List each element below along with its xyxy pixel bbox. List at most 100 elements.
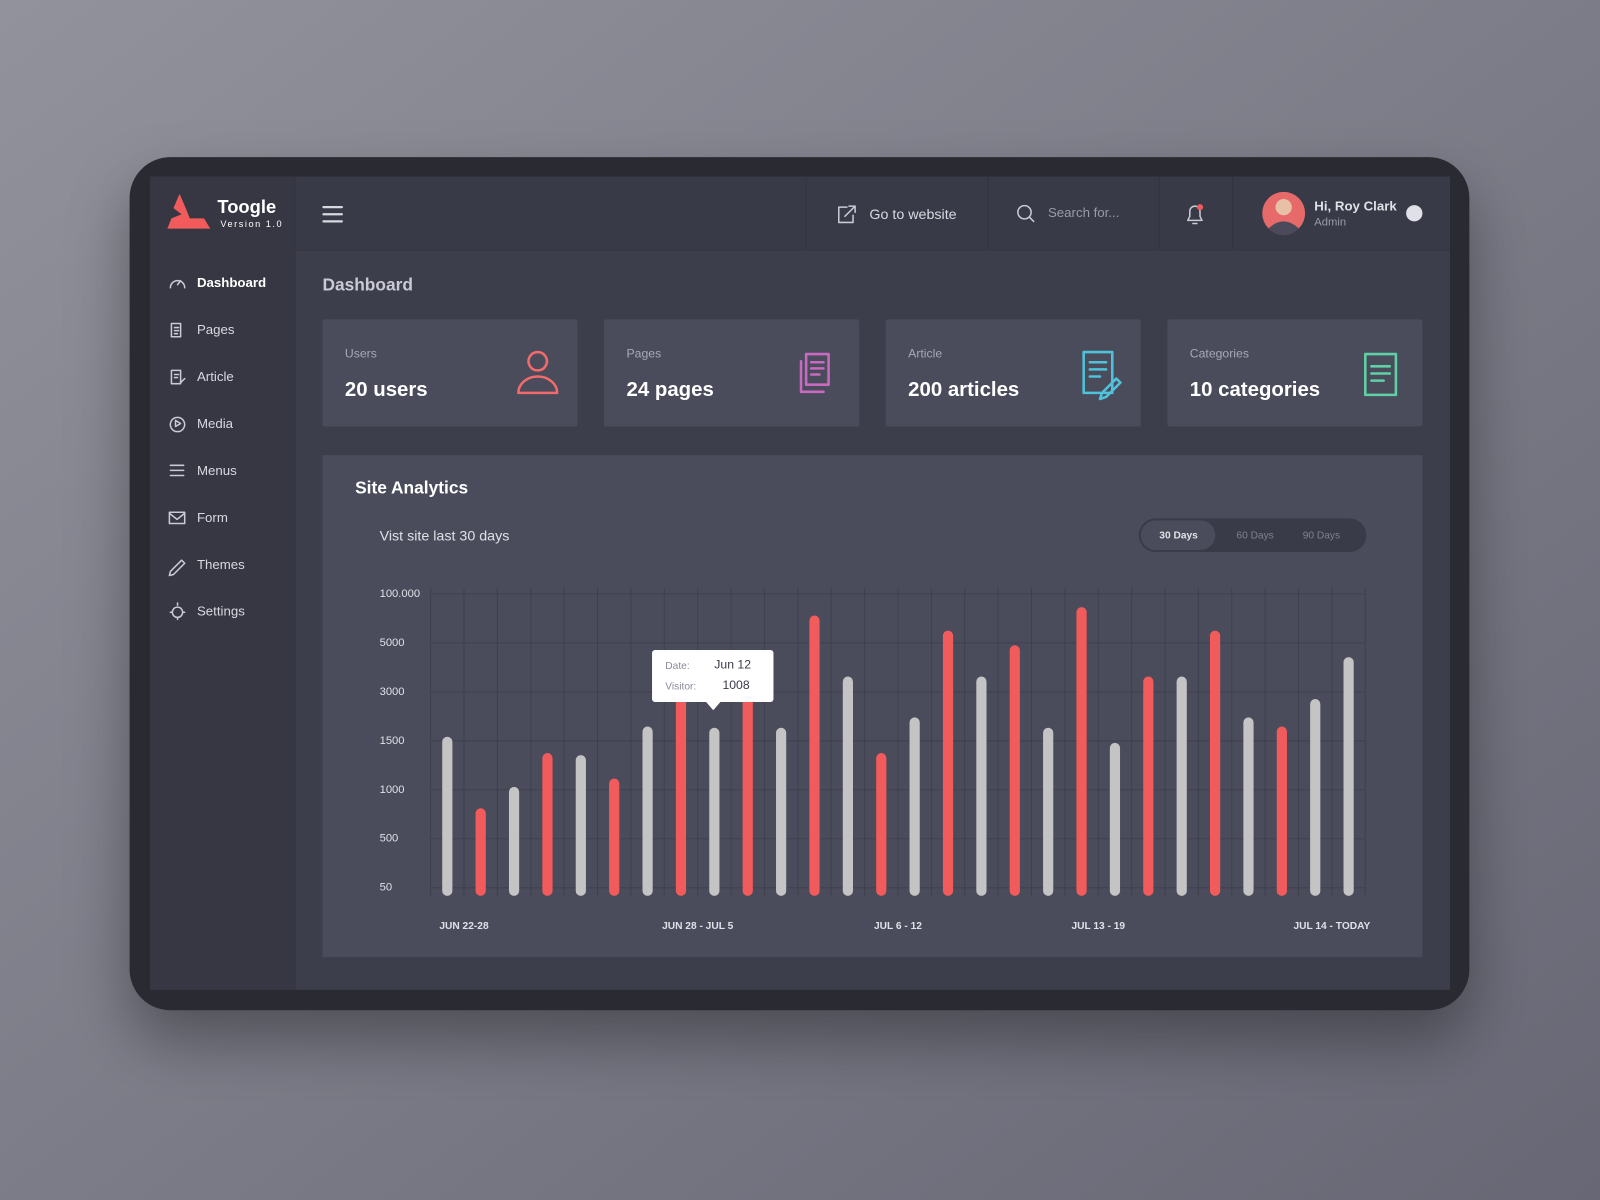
nav-icon (169, 279, 186, 289)
bar (776, 727, 787, 896)
bar (575, 755, 586, 896)
go-to-website[interactable]: Go to website (838, 205, 957, 224)
y-tick-label: 100.000 (380, 588, 421, 600)
bar (876, 753, 887, 896)
card-icon (1364, 352, 1398, 397)
nav-icon (169, 464, 185, 477)
bar (1276, 726, 1287, 896)
bar (442, 736, 453, 896)
bar (508, 786, 520, 896)
menu-toggle[interactable] (322, 206, 343, 223)
bar (1343, 657, 1354, 896)
nav-item[interactable]: Menus (169, 463, 237, 478)
card-value: 10 categories (1190, 379, 1320, 401)
tooltip-box (652, 649, 774, 703)
avatar-face (1275, 198, 1292, 216)
tooltip-date: Jun 12 (714, 658, 751, 672)
nav-item[interactable]: Themes (168, 557, 245, 577)
nav-label: Media (197, 416, 234, 431)
stat-card[interactable]: Users 20 users (322, 319, 578, 427)
card-icon (517, 350, 559, 395)
chart-title: Site Analytics (355, 477, 468, 497)
search-placeholder: Search for... (1048, 205, 1119, 220)
search[interactable]: Search for... (1017, 204, 1120, 223)
external-icon (838, 205, 856, 224)
nav-item[interactable]: Settings (169, 602, 245, 621)
notifications[interactable] (1186, 204, 1204, 225)
range-active (1140, 520, 1216, 550)
bar (942, 630, 954, 896)
bar (542, 753, 553, 896)
y-tick-label: 1000 (380, 784, 405, 796)
nav-item[interactable]: Dashboard (169, 275, 266, 290)
bell-icon (1186, 205, 1203, 225)
y-tick-label: 500 (380, 833, 399, 845)
brand-name: Toogle (217, 196, 276, 217)
bar (1243, 717, 1254, 896)
bar (976, 676, 987, 896)
search-icon-handle (1028, 216, 1035, 223)
tooltip-pointer (706, 702, 721, 711)
range-option[interactable]: 30 Days (1159, 530, 1198, 541)
nav-item[interactable]: Article (170, 369, 234, 385)
tooltip: Date: Jun 12 Visitor: 1008 (652, 649, 774, 711)
nav-label: Dashboard (197, 275, 266, 290)
logo[interactable]: Toogle Version 1.0 (167, 193, 283, 229)
user-menu[interactable]: Hi, Roy Clark Admin (1262, 191, 1423, 235)
card-label: Pages (627, 346, 662, 360)
bar (609, 778, 620, 896)
header (294, 176, 1450, 250)
user-name: Hi, Roy Clark (1314, 199, 1397, 214)
nav-icon (170, 322, 182, 338)
bar (1176, 676, 1187, 896)
nav-icon (169, 416, 186, 433)
tooltip-visitor-label: Visitor: (665, 681, 696, 692)
search-icon (1017, 204, 1032, 220)
range-option[interactable]: 90 Days (1303, 530, 1340, 541)
bar (1043, 727, 1054, 896)
x-tick-label: JUN 28 - JUL 5 (662, 921, 733, 932)
stat-card[interactable]: Pages 24 pages (604, 319, 860, 427)
range-label: 60 Days (1236, 530, 1273, 541)
nav-icon (168, 559, 186, 577)
card-value: 24 pages (627, 379, 714, 401)
card-bg (322, 319, 578, 427)
user-role: Admin (1314, 216, 1346, 228)
bar (1009, 645, 1020, 896)
nav-icon (169, 602, 186, 621)
card-label: Users (345, 346, 377, 360)
y-tick-label: 50 (380, 882, 392, 894)
x-tick-label: JUN 22-28 (439, 921, 489, 932)
nav-label: Article (197, 369, 234, 384)
bar (1076, 607, 1087, 896)
avatar-body (1268, 221, 1299, 235)
stat-card[interactable]: Categories 10 categories (1167, 319, 1423, 427)
nav-item[interactable]: Pages (170, 322, 235, 338)
range-option[interactable]: 60 Days (1236, 530, 1273, 541)
stat-card[interactable]: Article 200 articles (885, 319, 1141, 427)
nav-item[interactable]: Form (168, 510, 228, 525)
card-bg (885, 319, 1141, 427)
chart-subtitle: Vist site last 30 days (380, 529, 510, 545)
bar (642, 726, 653, 896)
card-value: 20 users (345, 379, 428, 401)
notification-dot (1196, 204, 1204, 211)
card-value: 200 articles (908, 379, 1019, 401)
bar (1209, 630, 1221, 896)
user-dropdown (1406, 205, 1423, 222)
bar (475, 808, 486, 896)
nav-item[interactable]: Media (169, 416, 234, 433)
nav-label: Themes (197, 557, 245, 572)
nav-icon (168, 511, 186, 525)
bar (709, 727, 720, 896)
bar (809, 615, 820, 896)
y-tick-label: 5000 (380, 637, 405, 649)
page-title: Dashboard (322, 274, 413, 294)
bar (1143, 676, 1154, 896)
logo-icon (167, 193, 211, 229)
stat-cards: Users 20 users Pages 24 pages Article 200 art… (322, 319, 1423, 427)
range-label: 30 Days (1159, 530, 1198, 541)
